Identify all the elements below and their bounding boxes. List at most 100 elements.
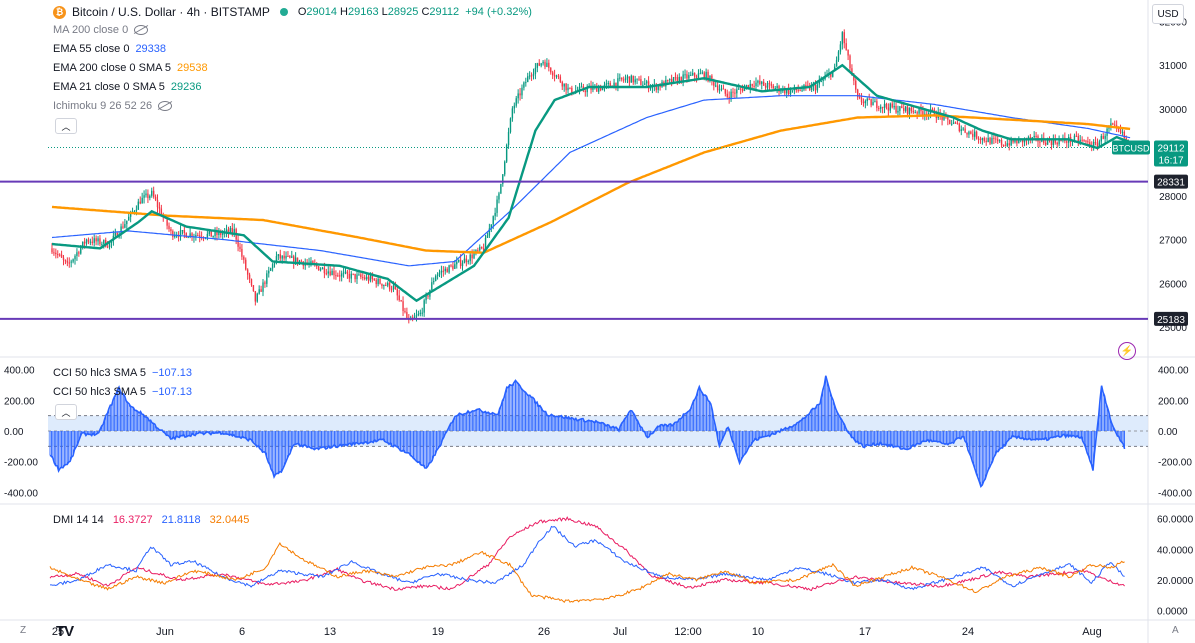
eye-hidden-icon[interactable] — [134, 25, 149, 36]
candle-body — [220, 231, 222, 235]
candle-body — [108, 242, 111, 247]
candle-body — [434, 275, 437, 281]
candle-body — [897, 110, 899, 113]
candle-body — [197, 235, 199, 237]
candle-body — [649, 87, 652, 89]
candle-body — [446, 268, 448, 273]
candle-body — [684, 74, 686, 76]
candle-body — [490, 224, 492, 229]
candle-body — [463, 258, 466, 264]
candle-body — [686, 74, 688, 79]
candle-body — [296, 257, 299, 264]
candle-body — [856, 89, 859, 98]
auto-scale-button[interactable]: A — [1172, 625, 1179, 636]
candle-body — [759, 80, 761, 84]
candle-body — [340, 273, 343, 277]
candle-body — [738, 88, 740, 90]
candle-body — [1077, 136, 1079, 142]
candle-body — [521, 87, 523, 96]
candle-body — [705, 71, 707, 78]
cci-legend-item[interactable]: CCI 50 hlc3 SMA 5 −107.13 — [53, 386, 193, 398]
candle-body — [908, 107, 911, 114]
candle-body — [1079, 139, 1081, 142]
candle-body — [95, 238, 97, 242]
candle-body — [425, 295, 427, 301]
candle-body — [837, 51, 840, 61]
legend-ma200[interactable]: MA 200 close 0 — [53, 21, 208, 40]
candle-body — [670, 79, 673, 83]
candle-body — [402, 301, 404, 311]
legend-ichimoku[interactable]: Ichimoku 9 26 52 26 — [53, 97, 208, 116]
candle-body — [199, 235, 201, 237]
time-axis[interactable]: 25 Jun 6 13 19 26 Jul 12:00 10 17 24 Aug — [52, 626, 1102, 638]
candle-body — [941, 115, 943, 120]
candle-body — [477, 250, 479, 252]
indicator-legend: MA 200 close 0 EMA 55 close 0 29338 EMA 2… — [53, 21, 208, 116]
candle-body — [764, 85, 767, 88]
symbol-title[interactable]: Bitcoin / U.S. Dollar · 4h · BITSTAMP — [72, 5, 270, 19]
candle-body — [1021, 138, 1024, 143]
tradingview-logo[interactable]: TV — [56, 623, 74, 640]
candle-body — [241, 248, 243, 257]
candle-body — [168, 225, 170, 230]
candle-body — [62, 257, 65, 261]
candle-body — [55, 252, 57, 255]
candle-body — [486, 235, 489, 238]
candle-body — [273, 263, 276, 265]
candle-body — [766, 83, 769, 88]
candle-body — [680, 76, 682, 82]
candle-body — [1050, 140, 1053, 145]
candle-body — [243, 256, 245, 260]
candle-body — [271, 264, 274, 269]
candle-body — [692, 73, 694, 75]
candle-body — [289, 255, 291, 258]
candle-body — [1075, 135, 1078, 137]
cci-legend-item[interactable]: CCI 50 hlc3 SMA 5 −107.13 — [53, 367, 193, 379]
candle-body — [1104, 135, 1106, 139]
symbol-badge — [1112, 140, 1150, 155]
candle-body — [1108, 127, 1110, 129]
candle-body — [736, 89, 738, 94]
cci-tick-right: 400.00 — [1158, 366, 1189, 377]
dmi-line — [50, 525, 1125, 591]
candle-body — [339, 275, 341, 277]
candle-body — [427, 295, 429, 297]
collapse-cci-legend-button[interactable]: ︿ — [55, 404, 77, 420]
candle-body — [891, 103, 893, 108]
horizontal-levels[interactable]: 28331 25183 — [0, 174, 1188, 326]
candle-body — [258, 289, 260, 294]
dmi-lines — [49, 516, 1125, 603]
legend-ema21[interactable]: EMA 21 close 0 SMA 5 29236 — [53, 81, 202, 93]
candle-body — [363, 277, 366, 280]
candle-body — [1004, 145, 1007, 147]
candle-body — [565, 83, 567, 91]
moving-averages — [48, 63, 1148, 303]
currency-selector[interactable]: USD — [1152, 4, 1184, 24]
candle-body — [739, 88, 742, 90]
legend-ema55[interactable]: EMA 55 close 0 29338 — [53, 43, 167, 55]
candle-body — [528, 75, 531, 77]
eye-hidden-icon[interactable] — [158, 101, 173, 112]
candle-body — [248, 274, 251, 280]
price-tick-label: 27000 — [1159, 236, 1187, 247]
candle-body — [931, 109, 934, 111]
timezone-button[interactable]: Z — [20, 625, 27, 636]
candle-body — [329, 271, 331, 276]
candle-body — [365, 276, 368, 280]
candle-body — [1073, 135, 1076, 141]
candle-body — [103, 239, 105, 244]
flash-icon[interactable]: ⚡ — [1118, 342, 1136, 360]
candle-body — [720, 88, 723, 90]
candle-body — [465, 258, 468, 263]
dmi-legend[interactable]: DMI 14 14 16.3727 21.8118 32.0445 — [53, 514, 250, 526]
candle-body — [346, 271, 349, 274]
legend-ema200[interactable]: EMA 200 close 0 SMA 5 29538 — [53, 62, 208, 74]
collapse-legend-button[interactable]: ︿ — [55, 118, 77, 134]
candle-body — [605, 83, 608, 85]
candle-body — [187, 237, 189, 239]
candle-body — [668, 79, 671, 81]
candle-body — [344, 271, 347, 273]
candle-body — [883, 103, 886, 108]
